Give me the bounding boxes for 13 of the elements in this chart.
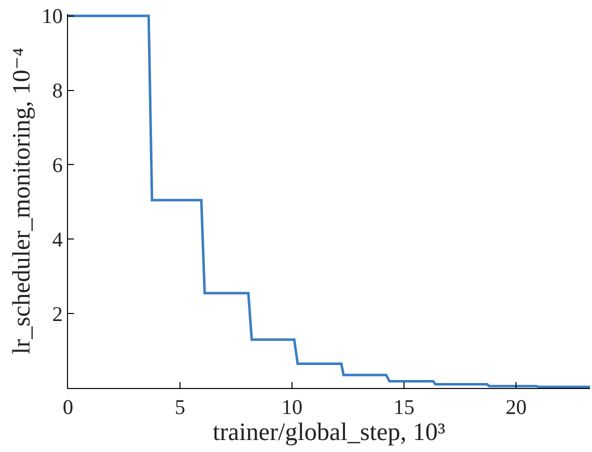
y-tick-label: 10: [42, 4, 63, 28]
y-tick-label: 8: [52, 78, 63, 103]
line-series: [68, 14, 590, 388]
x-tick-label: 5: [174, 395, 186, 420]
x-tick-label: 0: [62, 395, 74, 420]
y-tick-label: 4: [52, 227, 64, 252]
y-axis-title: lr_scheduler_monitoring, 10⁻⁴: [8, 47, 36, 354]
x-tick-label: 10: [282, 395, 303, 420]
x-tick-label: 15: [394, 395, 415, 420]
x-axis-title: trainer/global_step, 10³: [212, 419, 446, 446]
y-tick-label: 2: [52, 302, 63, 326]
x-tick-label: 20: [506, 395, 527, 420]
y-tick-label: 6: [52, 153, 63, 178]
